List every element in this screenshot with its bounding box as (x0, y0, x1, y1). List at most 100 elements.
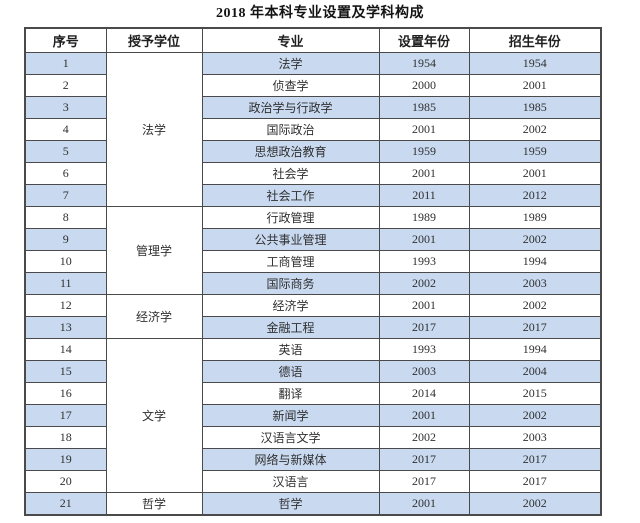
cell-enroll-year: 1954 (468, 52, 602, 75)
cell-degree: 文学 (105, 338, 203, 493)
cell-setup-year: 1959 (378, 140, 470, 163)
cell-enroll-year: 2002 (468, 294, 602, 317)
cell-enroll-year: 2003 (468, 272, 602, 295)
cell-row-number: 13 (24, 316, 107, 339)
cell-setup-year: 2001 (378, 118, 470, 141)
cell-setup-year: 2002 (378, 426, 470, 449)
cell-row-number: 20 (24, 470, 107, 493)
cell-row-number: 1 (24, 52, 107, 75)
cell-enroll-year: 2001 (468, 74, 602, 97)
table-body: 1 法学 法学 1954 1954 2 侦查学 2000 2001 3 政治学与行政学 1985 198… (24, 52, 602, 516)
cell-enroll-year: 2017 (468, 448, 602, 471)
cell-major: 公共事业管理 (201, 228, 380, 251)
cell-setup-year: 1993 (378, 338, 470, 361)
column-header-2: 专业 (201, 27, 380, 53)
cell-row-number: 19 (24, 448, 107, 471)
cell-enroll-year: 1994 (468, 338, 602, 361)
column-header-1: 授予学位 (105, 27, 203, 53)
table-header-row: 序号 授予学位 专业 设置年份 招生年份 (24, 27, 602, 53)
table-row: 9 公共事业管理 2001 2002 (24, 228, 602, 251)
cell-setup-year: 2014 (378, 382, 470, 405)
cell-setup-year: 2011 (378, 184, 470, 207)
cell-major: 新闻学 (201, 404, 380, 427)
cell-setup-year: 2017 (378, 470, 470, 493)
cell-enroll-year: 2003 (468, 426, 602, 449)
column-header-0: 序号 (24, 27, 107, 53)
cell-enroll-year: 1959 (468, 140, 602, 163)
cell-enroll-year: 2015 (468, 382, 602, 405)
cell-setup-year: 2017 (378, 316, 470, 339)
table-row: 12 经济学 经济学 2001 2002 (24, 294, 602, 339)
cell-row-number: 4 (24, 118, 107, 141)
table-row: 7 社会工作 2011 2012 (24, 184, 602, 207)
table-row: 20 汉语言 2017 2017 (24, 470, 602, 493)
cell-row-number: 15 (24, 360, 107, 383)
page-title: 2018 年本科专业设置及学科构成 (216, 6, 424, 21)
table-header: 序号 授予学位 专业 设置年份 招生年份 (24, 27, 602, 53)
cell-major: 社会工作 (201, 184, 380, 207)
cell-major: 哲学 (201, 492, 380, 516)
cell-row-number: 17 (24, 404, 107, 427)
cell-setup-year: 1989 (378, 206, 470, 229)
cell-major: 英语 (201, 338, 380, 361)
cell-row-number: 3 (24, 96, 107, 119)
cell-row-number: 10 (24, 250, 107, 273)
table-row: 6 社会学 2001 2001 (24, 162, 602, 185)
cell-major: 汉语言 (201, 470, 380, 493)
cell-setup-year: 2001 (378, 294, 470, 317)
cell-enroll-year: 2001 (468, 162, 602, 185)
cell-enroll-year: 2017 (468, 470, 602, 493)
cell-setup-year: 1985 (378, 96, 470, 119)
cell-enroll-year: 2002 (468, 118, 602, 141)
cell-major: 法学 (201, 52, 380, 75)
cell-major: 思想政治教育 (201, 140, 380, 163)
cell-row-number: 8 (24, 206, 107, 229)
cell-degree: 哲学 (105, 492, 203, 516)
cell-major: 汉语言文学 (201, 426, 380, 449)
cell-major: 侦查学 (201, 74, 380, 97)
table-row: 17 新闻学 2001 2002 (24, 404, 602, 427)
cell-major: 金融工程 (201, 316, 380, 339)
cell-row-number: 16 (24, 382, 107, 405)
cell-row-number: 5 (24, 140, 107, 163)
cell-enroll-year: 2004 (468, 360, 602, 383)
cell-setup-year: 2001 (378, 492, 470, 516)
cell-major: 行政管理 (201, 206, 380, 229)
cell-enroll-year: 2002 (468, 492, 602, 516)
cell-enroll-year: 2002 (468, 228, 602, 251)
cell-enroll-year: 2012 (468, 184, 602, 207)
cell-enroll-year: 1989 (468, 206, 602, 229)
cell-row-number: 11 (24, 272, 107, 295)
majors-table: 序号 授予学位 专业 设置年份 招生年份 1 法学 法学 1954 1954 2 侦查学 2000 20… (24, 27, 602, 516)
cell-enroll-year: 1994 (468, 250, 602, 273)
cell-major: 翻译 (201, 382, 380, 405)
table-row: 14 文学 英语 1993 1994 (24, 338, 602, 493)
cell-row-number: 9 (24, 228, 107, 251)
cell-enroll-year: 1985 (468, 96, 602, 119)
table-row: 10 工商管理 1993 1994 (24, 250, 602, 273)
cell-setup-year: 2003 (378, 360, 470, 383)
cell-degree: 经济学 (105, 294, 203, 339)
cell-major: 社会学 (201, 162, 380, 185)
table-row: 13 金融工程 2017 2017 (24, 316, 602, 339)
cell-row-number: 18 (24, 426, 107, 449)
cell-row-number: 21 (24, 492, 107, 516)
table-row: 8 管理学 行政管理 1989 1989 (24, 206, 602, 295)
cell-major: 政治学与行政学 (201, 96, 380, 119)
table-row: 18 汉语言文学 2002 2003 (24, 426, 602, 449)
cell-major: 国际商务 (201, 272, 380, 295)
cell-setup-year: 2002 (378, 272, 470, 295)
cell-major: 经济学 (201, 294, 380, 317)
column-header-3: 设置年份 (378, 27, 470, 53)
cell-row-number: 14 (24, 338, 107, 361)
cell-setup-year: 2017 (378, 448, 470, 471)
table-row: 1 法学 法学 1954 1954 (24, 52, 602, 207)
column-header-4: 招生年份 (468, 27, 602, 53)
cell-setup-year: 2001 (378, 228, 470, 251)
cell-setup-year: 2001 (378, 404, 470, 427)
cell-major: 德语 (201, 360, 380, 383)
table-row: 21 哲学 哲学 2001 2002 (24, 492, 602, 516)
cell-setup-year: 1954 (378, 52, 470, 75)
cell-enroll-year: 2017 (468, 316, 602, 339)
